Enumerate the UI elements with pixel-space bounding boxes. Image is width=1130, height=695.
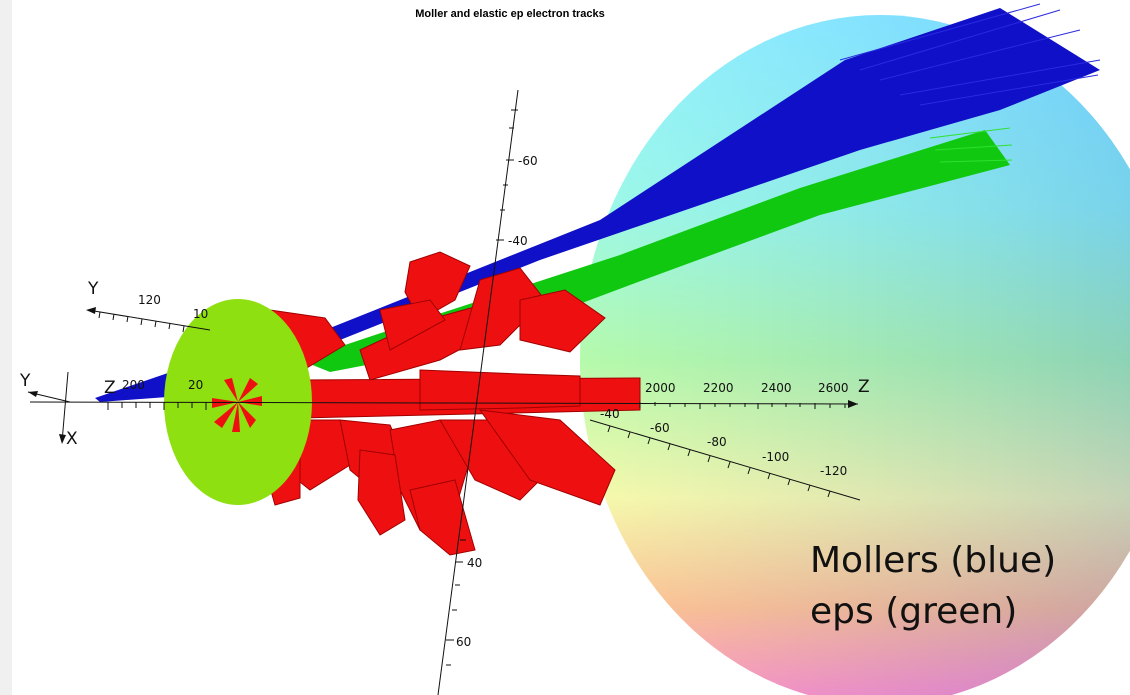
magnet-coils xyxy=(264,251,641,556)
z-tick-label: 2000 xyxy=(645,381,676,395)
origin-tick-label: 20 xyxy=(188,378,203,392)
y-tick-label: 120 xyxy=(138,293,161,307)
diag-tick-label: -120 xyxy=(820,464,847,478)
y-axis-label-origin: Y xyxy=(19,371,31,391)
collimator xyxy=(164,299,312,505)
vertical-tick-label: -40 xyxy=(508,234,528,248)
vertical-tick-label: 60 xyxy=(456,635,471,649)
moller-tracks xyxy=(95,3,1101,402)
z-axis-label-origin: Z xyxy=(104,378,116,398)
origin-tick-label: 200 xyxy=(122,378,145,392)
y-axis-label: Y xyxy=(87,279,99,299)
plot-title: Moller and elastic ep electron tracks xyxy=(415,8,605,20)
vertical-tick-label: -60 xyxy=(518,154,538,168)
vertical-tick-label: 40 xyxy=(467,556,482,570)
axis-arrowheads xyxy=(28,307,858,444)
diag-tick-label: -40 xyxy=(600,407,620,421)
diag-tick-label: -60 xyxy=(650,421,670,435)
diag-tick-label: -80 xyxy=(707,435,727,449)
z-tick-label: 2600 xyxy=(818,381,849,395)
axes xyxy=(27,89,861,695)
z-axis-label: Z xyxy=(858,377,870,397)
x-axis-label: X xyxy=(66,429,78,449)
window-edge xyxy=(0,0,12,695)
annotation-mollers: Mollers (blue) xyxy=(810,540,1056,581)
annotation-eps: eps (green) xyxy=(810,591,1017,632)
z-tick-label: 2200 xyxy=(703,381,734,395)
y-tick-label: 10 xyxy=(193,307,208,321)
z-tick-label: 2400 xyxy=(761,381,792,395)
diag-tick-label: -100 xyxy=(762,450,789,464)
